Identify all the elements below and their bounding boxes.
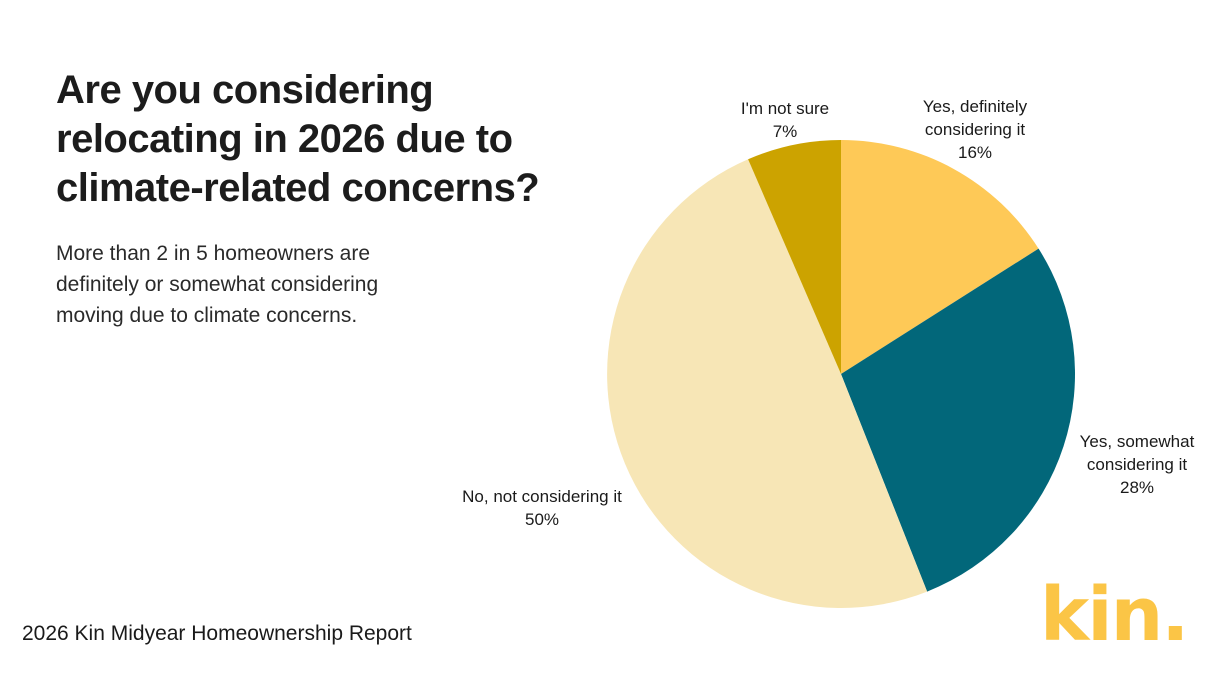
pie-slice xyxy=(748,140,841,374)
pie-slices xyxy=(607,140,1075,608)
kin-logo: kin. xyxy=(1040,572,1189,658)
slice-percent-label: 28% xyxy=(1120,478,1154,497)
pie-slice xyxy=(841,140,1039,374)
pie-labels: Yes, definitely considering it 16% Yes, som… xyxy=(462,97,1194,529)
slice-percent-label: 16% xyxy=(958,143,992,162)
pie-slice xyxy=(841,248,1075,592)
chart-title: Are you considering relocating in 2026 d… xyxy=(56,68,540,210)
slice-category-label: No, not considering it xyxy=(462,487,622,506)
slice-category-label: considering it xyxy=(925,120,1025,139)
pie-slice xyxy=(607,159,928,608)
slice-category-label: considering it xyxy=(1087,455,1187,474)
slice-category-label: Yes, definitely xyxy=(923,97,1028,116)
chart-subtitle: More than 2 in 5 homeowners are definite… xyxy=(56,242,379,327)
source-note: 2026 Kin Midyear Homeownership Report xyxy=(22,622,412,645)
slice-percent-label: 50% xyxy=(525,510,559,529)
slice-category-label: Yes, somewhat xyxy=(1080,432,1195,451)
slice-percent-label: 7% xyxy=(773,122,798,141)
slice-category-label: I'm not sure xyxy=(741,99,829,118)
